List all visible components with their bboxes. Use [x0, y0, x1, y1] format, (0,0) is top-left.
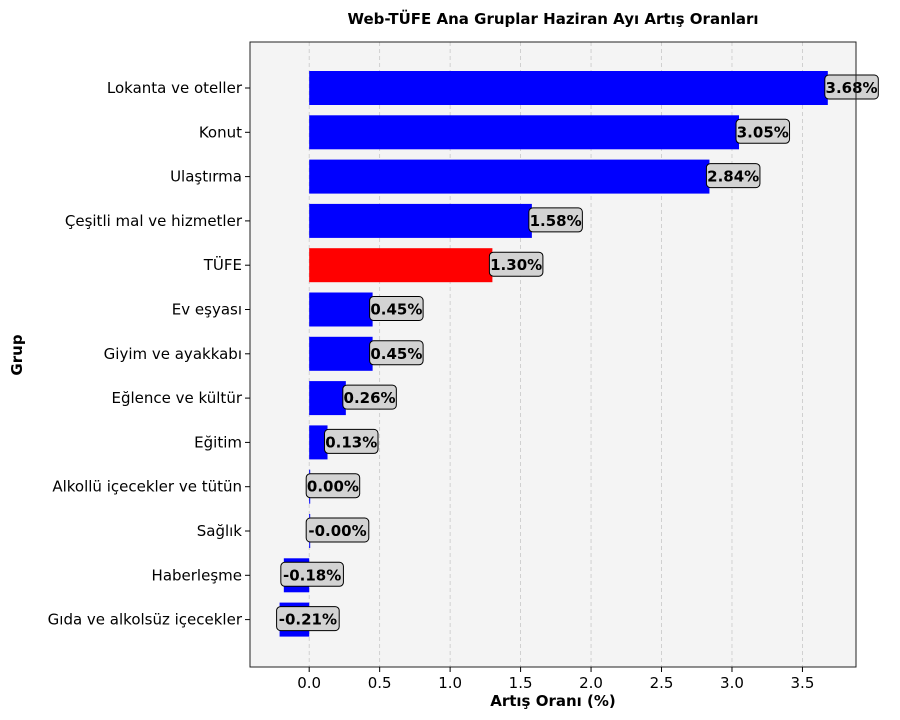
data-label-box-1 [735, 118, 791, 144]
data-label-7: 0.26% [344, 389, 396, 407]
data-label-box-7 [342, 384, 397, 410]
bar-2 [309, 159, 710, 194]
y-tick-label-6: Giyim ve ayakkabı [104, 345, 242, 363]
data-label-box-11 [280, 561, 344, 587]
y-tick-label-4: TÜFE [203, 255, 242, 274]
y-tick-label-8: Eğitim [194, 433, 242, 451]
y-axis-title: Grup [8, 334, 26, 375]
data-label-box-10 [305, 517, 370, 543]
y-tick-label-7: Eğlence ve kültür [112, 389, 243, 407]
data-label-box-3 [528, 207, 583, 233]
data-label-3: 1.58% [530, 212, 582, 230]
data-label-2: 2.84% [707, 168, 759, 186]
x-tick-label-4: 2.0 [579, 674, 603, 692]
x-tick-label-2: 1.0 [438, 674, 462, 692]
y-tick-label-12: Gıda ve alkolsüz içecekler [48, 611, 243, 629]
y-tick-label-11: Haberleşme [152, 566, 242, 584]
data-label-12: -0.21% [279, 611, 337, 629]
bar-7 [309, 381, 346, 416]
x-tick-label-3: 1.5 [509, 674, 533, 692]
data-label-box-4 [488, 251, 544, 277]
x-tick-label-1: 0.5 [368, 674, 392, 692]
y-tick-label-2: Ulaştırma [170, 168, 242, 186]
data-label-9: 0.00% [307, 478, 359, 496]
data-label-box-6 [369, 340, 424, 366]
data-label-8: 0.13% [325, 433, 377, 451]
data-label-5: 0.45% [370, 301, 422, 319]
data-label-1: 3.05% [737, 123, 789, 141]
y-tick-label-3: Çeşitli mal ve hizmetler [65, 212, 243, 230]
bar-3 [309, 203, 532, 238]
y-tick-label-0: Lokanta ve oteller [107, 79, 243, 97]
data-labels: 3.68% 3.05% 2.84% 1.58% 1.30% 0.45% 0.45% 0.26%… [276, 74, 879, 632]
x-tick-label-6: 3.0 [720, 674, 744, 692]
chart-title: Web-TÜFE Ana Gruplar Haziran Ayı Artış O… [347, 9, 758, 28]
bar-8 [309, 425, 328, 460]
data-label-box-5 [369, 296, 424, 321]
bar-5 [309, 292, 373, 327]
x-axis: 0.0 0.5 1.0 1.5 2.0 2.5 3.0 3.5 [297, 667, 814, 692]
y-tick-label-5: Ev eşyası [172, 301, 242, 319]
bar-6 [309, 336, 373, 371]
bar-4 [309, 248, 493, 283]
data-label-box-2 [705, 163, 761, 189]
data-label-box-0 [824, 74, 879, 100]
data-label-10: -0.00% [308, 522, 366, 540]
data-label-box-8 [324, 428, 379, 454]
y-tick-label-10: Sağlık [197, 522, 243, 540]
bars [279, 71, 828, 637]
data-label-11: -0.18% [283, 566, 341, 584]
data-label-0: 3.68% [826, 79, 878, 97]
bar-0 [309, 71, 828, 105]
plot-frame [249, 41, 857, 668]
data-label-6: 0.45% [370, 345, 422, 363]
data-label-4: 1.30% [490, 256, 542, 274]
data-label-box-9 [305, 473, 361, 499]
x-tick-label-7: 3.5 [791, 674, 815, 692]
data-label-box-12 [276, 606, 340, 632]
bar-1 [309, 115, 740, 150]
x-tick-label-0: 0.0 [297, 674, 321, 692]
x-axis-title: Artış Oranı (%) [490, 692, 616, 710]
y-tick-label-9: Alkollü içecekler ve tütün [52, 478, 242, 496]
y-tick-label-1: Konut [199, 123, 242, 141]
x-tick-label-5: 2.5 [650, 674, 674, 692]
y-axis: Lokanta ve oteller Konut Ulaştırma Çeşitli … [48, 79, 250, 629]
